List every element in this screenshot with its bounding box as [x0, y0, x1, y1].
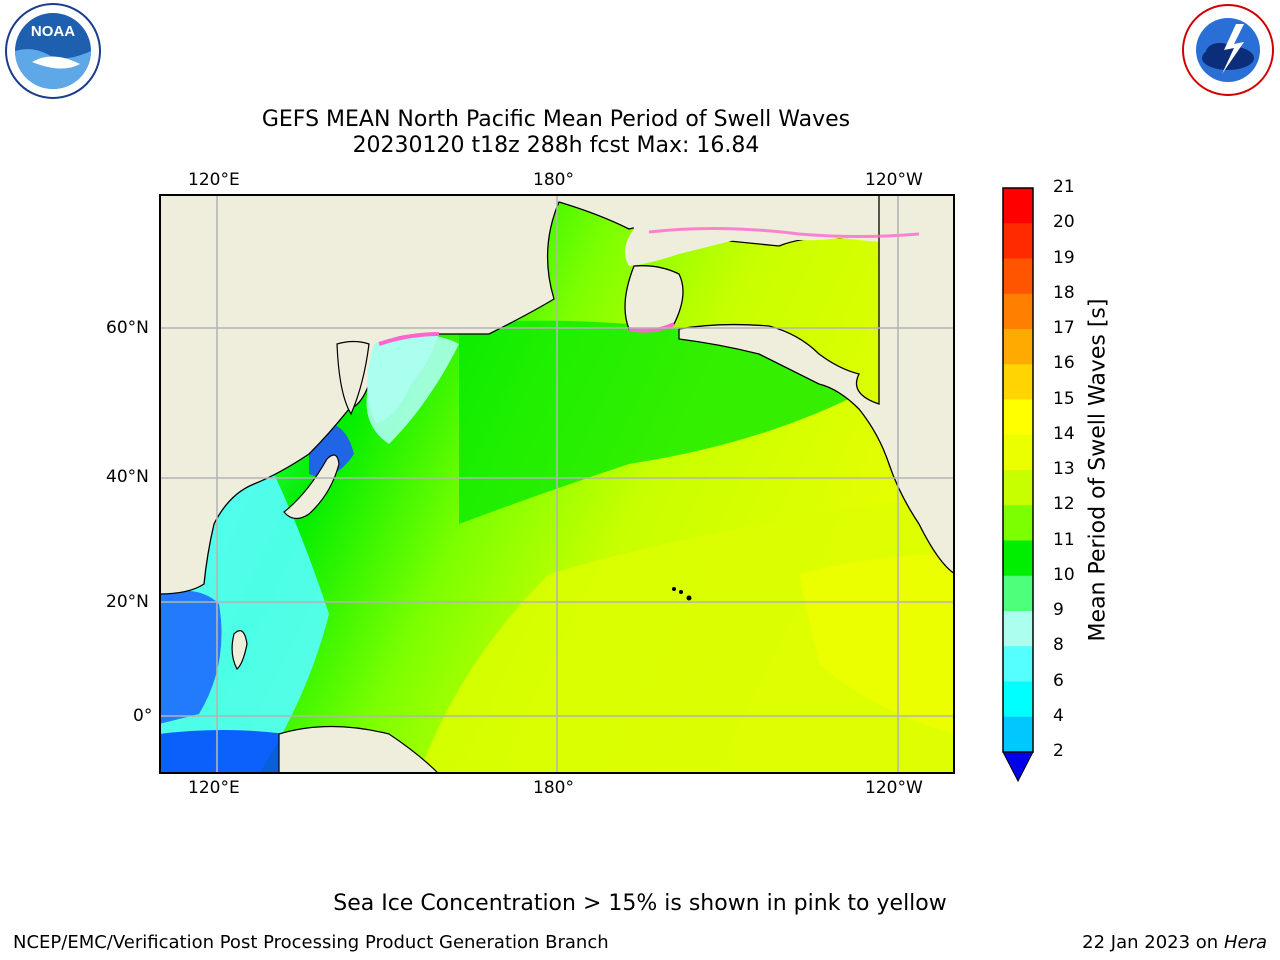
colorbar-swatch: [1003, 716, 1033, 753]
lat-label: 60°N: [106, 318, 149, 338]
lat-label: 20°N: [106, 592, 149, 612]
colorbar-swatch: [1003, 646, 1033, 682]
sea-ice-note: Sea Ice Concentration > 15% is shown in …: [333, 891, 947, 916]
noaa-text: NOAA: [31, 23, 75, 40]
colorbar-swatch: [1003, 293, 1033, 330]
chart-subtitle: 20230120 t18z 288h fcst Max: 16.84: [352, 133, 760, 158]
noaa-logo: NOAA: [5, 3, 101, 99]
colorbar-swatch: [1003, 364, 1033, 400]
colorbar-swatch: [1003, 470, 1033, 506]
colorbar-tick: 11: [1053, 529, 1075, 550]
colorbar-tick: 8: [1053, 635, 1064, 656]
colorbar-tick: 9: [1053, 600, 1064, 620]
map-frame: [159, 194, 955, 774]
colorbar: [1002, 187, 1034, 783]
footer-host: Hera: [1223, 932, 1267, 953]
graticule: [159, 194, 955, 774]
colorbar-swatch: [1003, 258, 1033, 295]
colorbar-swatch: [1003, 611, 1033, 647]
colorbar-swatch: [1003, 681, 1033, 718]
lat-label: 40°N: [106, 467, 149, 487]
colorbar-tick: 15: [1053, 388, 1075, 409]
bottom-lon-label: 180°: [533, 778, 574, 798]
colorbar-tick: 12: [1053, 494, 1075, 515]
footer-branch: NCEP/EMC/Verification Post Processing Pr…: [13, 932, 609, 953]
colorbar-swatch: [1003, 329, 1033, 365]
colorbar-tick: 6: [1053, 670, 1064, 691]
colorbar-tick: 16: [1053, 353, 1075, 374]
bottom-lon-label: 120°E: [188, 778, 240, 798]
colorbar-tick: 18: [1053, 282, 1075, 303]
colorbar-tick: 2: [1053, 741, 1064, 761]
colorbar-swatch: [1003, 575, 1033, 612]
land-north-america: [678, 194, 955, 575]
colorbar-swatch: [1003, 434, 1033, 471]
colorbar-swatch: [1003, 223, 1033, 259]
colorbar-tick: 14: [1053, 423, 1075, 444]
colorbar-label: Mean Period of Swell Waves [s]: [1085, 298, 1111, 642]
colorbar-swatch: [1003, 399, 1033, 436]
land-japan: [283, 454, 340, 520]
colorbar-tick: 4: [1053, 705, 1064, 726]
top-lon-label: 120°W: [865, 170, 923, 190]
colorbar-swatch: [1003, 505, 1033, 541]
top-lon-label: 120°E: [188, 170, 240, 190]
colorbar-tick: 17: [1053, 318, 1075, 338]
colorbar-tick: 13: [1053, 459, 1075, 479]
colorbar-swatch: [1003, 540, 1033, 577]
chart-title: GEFS MEAN North Pacific Mean Period of S…: [261, 107, 851, 132]
land-alaska: [624, 265, 684, 332]
bottom-lon-label: 120°W: [865, 778, 923, 798]
nws-logo: [1182, 4, 1274, 96]
colorbar-tick: 10: [1053, 564, 1075, 585]
footer-date: 22 Jan 2023 on Hera: [1082, 932, 1267, 953]
lat-label: 0°: [133, 706, 153, 726]
colorbar-tick: 19: [1053, 247, 1075, 268]
top-lon-label: 180°: [533, 170, 574, 190]
colorbar-swatch: [1003, 188, 1033, 224]
land-asia: [159, 194, 955, 595]
colorbar-tick: 21: [1053, 177, 1075, 197]
colorbar-tick: 20: [1053, 212, 1075, 233]
